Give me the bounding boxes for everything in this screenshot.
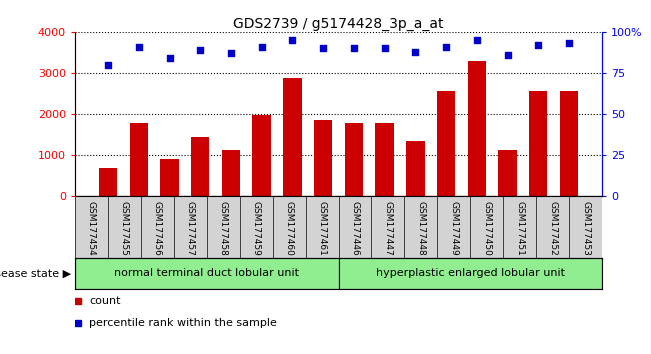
Bar	[467, 62, 486, 196]
Text: GSM177449: GSM177449	[449, 201, 458, 256]
Bar	[130, 123, 148, 196]
Point	[164, 55, 174, 61]
Bar	[437, 91, 455, 196]
Bar	[99, 169, 117, 196]
Text: GSM177456: GSM177456	[153, 201, 161, 256]
Point	[410, 49, 421, 55]
Bar	[344, 123, 363, 196]
Text: GSM177453: GSM177453	[581, 201, 590, 256]
Point	[287, 37, 298, 43]
Text: GSM177451: GSM177451	[516, 201, 524, 256]
Point	[349, 46, 359, 51]
Point	[318, 46, 328, 51]
Text: GSM177447: GSM177447	[383, 201, 393, 256]
Point	[195, 47, 206, 53]
Text: GSM177454: GSM177454	[87, 201, 96, 256]
Point	[380, 46, 390, 51]
Bar	[529, 91, 547, 196]
Point	[564, 41, 574, 46]
Bar	[498, 149, 517, 196]
Point	[503, 52, 513, 58]
Point	[103, 62, 113, 68]
Bar	[376, 123, 394, 196]
Bar	[222, 150, 240, 196]
Text: GSM177460: GSM177460	[284, 201, 294, 256]
Point	[533, 42, 544, 48]
Point	[226, 50, 236, 56]
Bar	[75, 258, 339, 289]
Bar	[406, 141, 424, 196]
Text: GSM177457: GSM177457	[186, 201, 195, 256]
Text: hyperplastic enlarged lobular unit: hyperplastic enlarged lobular unit	[376, 268, 565, 279]
Text: disease state ▶: disease state ▶	[0, 268, 72, 279]
Point	[133, 44, 144, 50]
Text: normal terminal duct lobular unit: normal terminal duct lobular unit	[114, 268, 299, 279]
Bar	[283, 78, 301, 196]
Text: count: count	[89, 296, 120, 307]
Bar	[314, 120, 333, 196]
Bar	[253, 115, 271, 196]
Bar	[560, 91, 578, 196]
Text: GSM177461: GSM177461	[318, 201, 327, 256]
Text: GSM177459: GSM177459	[252, 201, 260, 256]
Text: GSM177450: GSM177450	[482, 201, 492, 256]
Text: GSM177452: GSM177452	[548, 201, 557, 256]
Point	[441, 44, 451, 50]
Text: percentile rank within the sample: percentile rank within the sample	[89, 318, 277, 328]
Text: GSM177446: GSM177446	[350, 201, 359, 256]
Point	[256, 44, 267, 50]
Bar	[339, 258, 602, 289]
Bar	[160, 159, 179, 196]
Point	[471, 37, 482, 43]
Bar	[191, 137, 210, 196]
Text: GSM177455: GSM177455	[120, 201, 129, 256]
Title: GDS2739 / g5174428_3p_a_at: GDS2739 / g5174428_3p_a_at	[233, 17, 444, 31]
Text: GSM177448: GSM177448	[417, 201, 425, 256]
Text: GSM177458: GSM177458	[219, 201, 228, 256]
